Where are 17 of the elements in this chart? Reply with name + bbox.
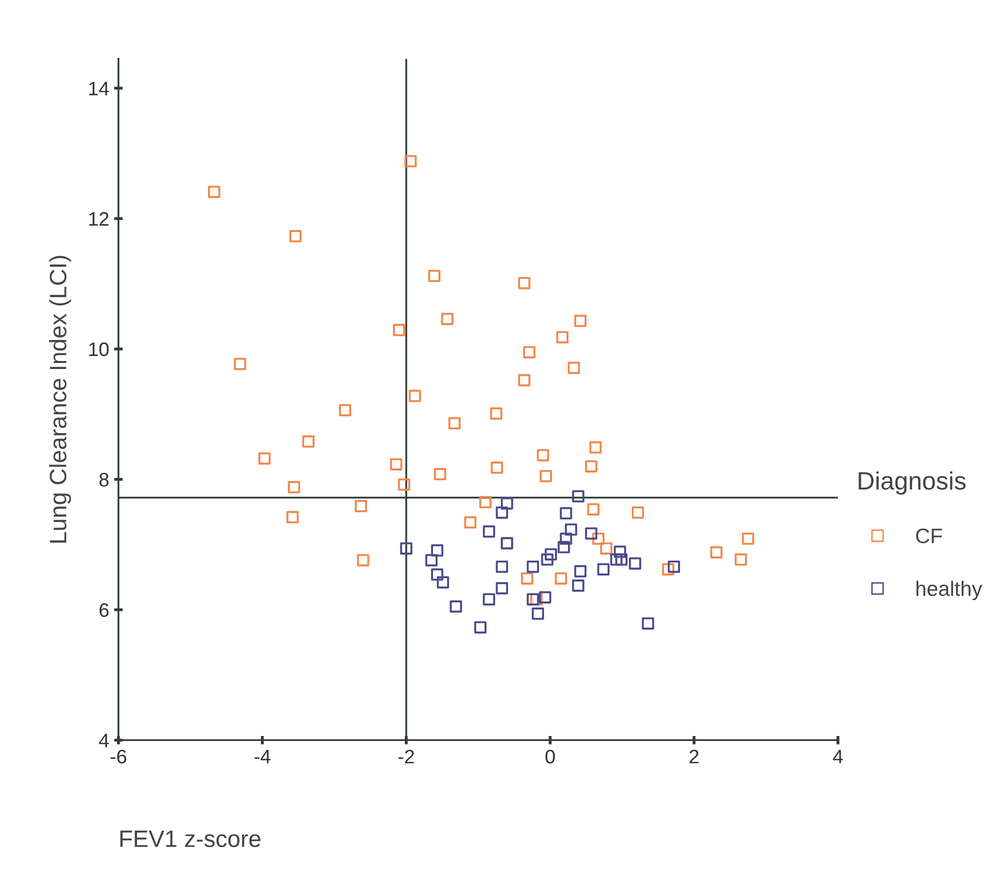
y-tick-label: 14: [89, 82, 109, 96]
y-tick-label: 8: [99, 472, 109, 487]
y-axis-title: Lung Clearance Index (LCI): [49, 256, 72, 543]
x-tick-label: 0: [546, 750, 555, 764]
y-tick-label: 10: [89, 342, 109, 356]
x-tick-label: 2: [690, 750, 698, 764]
legend-label: healthy: [916, 580, 982, 600]
legend-title: Diagnosis: [858, 471, 966, 495]
y-tick-label: 4: [99, 734, 109, 748]
x-tick-label: -2: [398, 750, 414, 764]
x-tick-label: 4: [833, 750, 843, 764]
x-tick-label: -4: [254, 750, 270, 764]
x-axis-title: FEV1 z-score: [120, 830, 260, 848]
x-tick-label: -6: [110, 750, 126, 764]
legend-label: CF: [916, 528, 942, 544]
y-tick-label: 6: [100, 603, 109, 617]
y-tick-label: 12: [89, 212, 108, 226]
